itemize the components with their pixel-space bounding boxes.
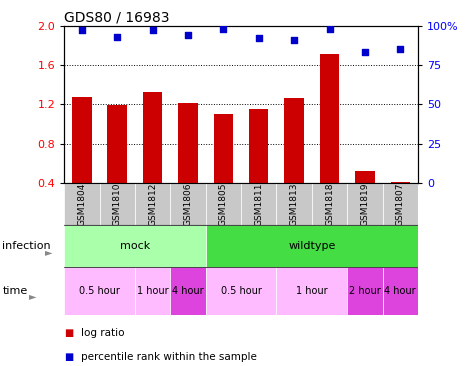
Bar (312, 183, 347, 225)
Text: 1 hour: 1 hour (137, 286, 169, 296)
Bar (170, 267, 206, 315)
Text: GSM1812: GSM1812 (148, 182, 157, 226)
Point (219, 26, 227, 32)
Text: GDS80 / 16983: GDS80 / 16983 (64, 11, 170, 25)
Text: GSM1818: GSM1818 (325, 182, 334, 226)
Bar (135, 183, 171, 225)
Text: percentile rank within the sample: percentile rank within the sample (81, 352, 256, 362)
Point (290, 37, 298, 43)
Bar (347, 267, 383, 315)
Text: GSM1813: GSM1813 (290, 182, 299, 226)
Text: 1 hour: 1 hour (296, 286, 328, 296)
Text: GSM1811: GSM1811 (254, 182, 263, 226)
Bar (107, 105, 127, 222)
Bar (390, 182, 410, 222)
Text: 0.5 hour: 0.5 hour (220, 286, 262, 296)
Point (255, 35, 263, 41)
Bar (383, 267, 418, 315)
Bar (99, 183, 135, 225)
Text: infection: infection (2, 241, 51, 251)
Bar (383, 183, 418, 225)
Bar (285, 98, 304, 222)
Bar (64, 267, 135, 315)
Text: 4 hour: 4 hour (172, 286, 204, 296)
Point (184, 32, 192, 38)
Bar (320, 54, 339, 222)
Text: ►: ► (45, 247, 53, 257)
Text: log ratio: log ratio (81, 328, 124, 338)
Text: GSM1806: GSM1806 (183, 182, 192, 226)
Text: 0.5 hour: 0.5 hour (79, 286, 120, 296)
Bar (241, 183, 276, 225)
Bar (249, 109, 268, 222)
Bar (276, 267, 347, 315)
Point (114, 34, 121, 40)
Text: GSM1805: GSM1805 (219, 182, 228, 226)
Text: GSM1804: GSM1804 (77, 182, 86, 226)
Bar (143, 92, 162, 222)
Text: ■: ■ (64, 328, 73, 338)
Point (78, 27, 86, 33)
Text: GSM1810: GSM1810 (113, 182, 122, 226)
Text: GSM1807: GSM1807 (396, 182, 405, 226)
Bar (347, 183, 383, 225)
Point (326, 26, 333, 32)
Bar (276, 183, 312, 225)
Bar (206, 225, 418, 267)
Bar (170, 183, 206, 225)
Text: 4 hour: 4 hour (384, 286, 416, 296)
Bar (64, 183, 100, 225)
Text: time: time (2, 286, 28, 296)
Bar (206, 183, 241, 225)
Text: GSM1819: GSM1819 (361, 182, 370, 226)
Bar (135, 267, 171, 315)
Bar (178, 103, 198, 222)
Text: mock: mock (120, 241, 150, 251)
Point (149, 27, 156, 33)
Bar (214, 114, 233, 222)
Bar (64, 225, 206, 267)
Bar (206, 267, 276, 315)
Point (397, 46, 404, 52)
Point (361, 49, 369, 55)
Text: ■: ■ (64, 352, 73, 362)
Bar (72, 97, 92, 222)
Bar (355, 171, 375, 222)
Text: 2 hour: 2 hour (349, 286, 381, 296)
Text: ►: ► (28, 291, 36, 302)
Text: wildtype: wildtype (288, 241, 335, 251)
